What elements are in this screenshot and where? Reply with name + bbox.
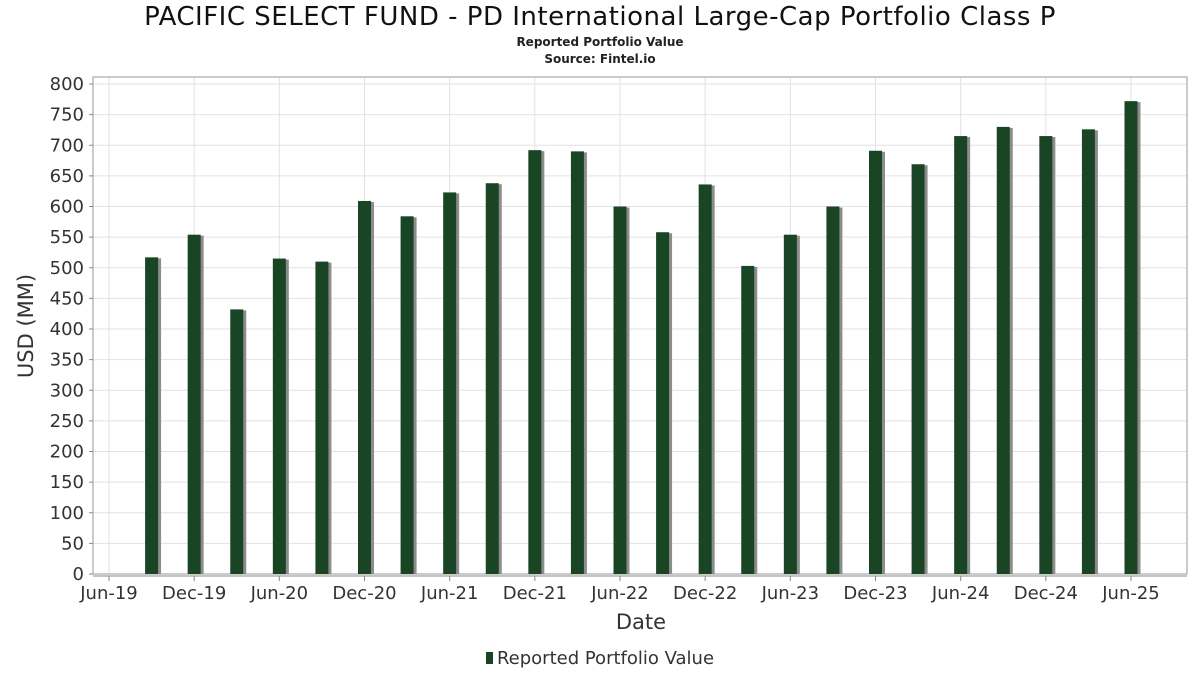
x-tick-label: Dec-21 [503, 583, 567, 604]
x-tick-label: Jun-25 [1101, 583, 1160, 604]
bar [485, 183, 499, 574]
y-tick-label: 750 [50, 105, 84, 126]
y-tick-label: 200 [50, 442, 84, 463]
bar [954, 136, 968, 574]
plot-border [92, 76, 1188, 575]
x-tick-label: Dec-23 [843, 583, 907, 604]
legend: Reported Portfolio Value [0, 648, 1200, 669]
bar [996, 126, 1010, 574]
y-tick-label: 50 [61, 533, 84, 554]
bar [1081, 129, 1095, 574]
y-axis-title: USD (MM) [14, 274, 38, 378]
bar [443, 192, 457, 574]
bar [1039, 136, 1053, 574]
y-tick-label: 550 [50, 227, 84, 248]
y-tick-label: 650 [50, 166, 84, 187]
bar [826, 206, 840, 574]
y-tick-label: 250 [50, 411, 84, 432]
bar [1124, 101, 1138, 575]
bar [358, 200, 371, 575]
x-tick-label: Jun-24 [931, 583, 990, 604]
y-tick-label: 700 [50, 135, 84, 156]
legend-swatch [485, 652, 493, 664]
x-tick-label: Jun-20 [250, 583, 309, 604]
bar [741, 265, 755, 574]
bar [400, 216, 414, 575]
y-tick-label: 150 [50, 472, 84, 493]
bar [570, 151, 584, 574]
bar [613, 206, 627, 574]
bar [145, 257, 159, 574]
y-tick-label: 400 [50, 319, 84, 340]
bar [272, 258, 286, 574]
y-tick-label: 300 [50, 380, 84, 401]
x-axis-title: Date [616, 610, 666, 634]
bar [869, 150, 882, 574]
legend-label: Reported Portfolio Value [496, 648, 715, 669]
chart-source: Source: Fintel.io [544, 52, 656, 66]
bar [783, 234, 797, 575]
bar [698, 184, 712, 574]
bar [528, 150, 542, 574]
x-tick-label: Dec-24 [1014, 583, 1078, 604]
y-tick-label: 100 [50, 503, 84, 524]
y-tick-label: 0 [73, 564, 84, 585]
x-tick-label: Jun-22 [590, 583, 649, 604]
bar [315, 261, 329, 574]
y-tick-label: 450 [50, 288, 84, 309]
y-tick-label: 800 [50, 74, 84, 95]
y-tick-label: 500 [50, 258, 84, 279]
x-tick-label: Dec-19 [162, 583, 226, 604]
chart-subtitle: Reported Portfolio Value [516, 35, 684, 49]
x-tick-label: Dec-20 [332, 583, 396, 604]
bar [911, 164, 925, 575]
y-tick-label: 350 [50, 350, 84, 371]
chart-title: PACIFIC SELECT FUND - PD International L… [144, 2, 1056, 32]
x-tick-label: Jun-23 [761, 583, 820, 604]
bar [187, 234, 201, 575]
x-tick-label: Jun-21 [420, 583, 479, 604]
x-tick-label: Jun-19 [79, 583, 138, 604]
x-tick-label: Dec-22 [673, 583, 737, 604]
bar [656, 232, 670, 574]
bar [230, 309, 244, 574]
y-tick-label: 600 [50, 197, 84, 218]
plot-area [93, 77, 1187, 574]
